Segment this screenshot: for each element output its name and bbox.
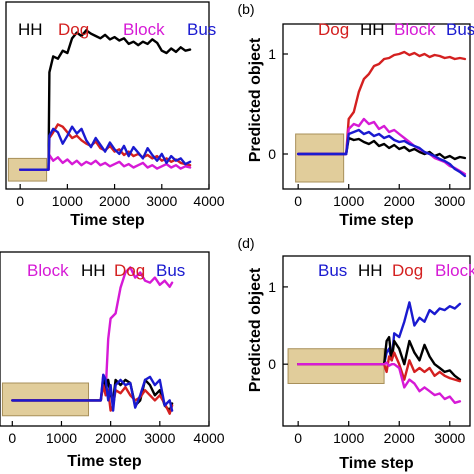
plot-area-a bbox=[19, 29, 192, 171]
x-tick-label: 1000 bbox=[46, 430, 77, 446]
plot-area-b bbox=[297, 50, 467, 178]
y-tick-label: 0 bbox=[268, 146, 276, 162]
series-line-block bbox=[297, 361, 462, 404]
panel-c: 0 1000 2000 3000 4000 Time step Block HH Dog Bus bbox=[0, 251, 225, 470]
legend-entry-hh: HH bbox=[81, 261, 106, 280]
y-tick-label: 0 bbox=[268, 356, 276, 372]
legend-entry-block: Block bbox=[435, 261, 474, 280]
panel-letter: (b) bbox=[237, 1, 254, 17]
axes-frame bbox=[5, 1, 210, 190]
series-line-block bbox=[19, 153, 192, 171]
x-tick-label: 3000 bbox=[144, 430, 175, 446]
x-tick-label: 2000 bbox=[384, 430, 415, 446]
x-tick-label: 2000 bbox=[99, 193, 130, 209]
y-axis-title: Predicted object bbox=[247, 37, 264, 162]
series-line-hh bbox=[297, 136, 467, 161]
y-tick-label: 1 bbox=[268, 279, 276, 295]
series-line-block bbox=[11, 266, 174, 402]
series-line-bus bbox=[297, 301, 462, 366]
x-tick-label: 1000 bbox=[333, 430, 364, 446]
legend-entry-bus: Bus bbox=[187, 20, 216, 39]
x-tick-label: 4000 bbox=[193, 430, 224, 446]
series-line-bus bbox=[19, 125, 192, 171]
x-tick-label: 0 bbox=[16, 193, 24, 209]
legend-entry-hh: HH bbox=[360, 20, 385, 39]
series-line-dog bbox=[297, 351, 462, 383]
legend-entry-block: Block bbox=[27, 261, 69, 280]
axes-frame bbox=[0, 251, 210, 427]
y-axis-title: Predicted object bbox=[247, 267, 264, 392]
x-tick-label: 0 bbox=[294, 430, 302, 446]
plot-area-c bbox=[11, 266, 174, 415]
legend-entry-dog: Dog bbox=[58, 20, 89, 39]
series-line-bus bbox=[11, 373, 174, 412]
x-tick-label: 4000 bbox=[193, 193, 224, 209]
panel-d: 0 1000 2000 3000 0 1 Time step Predicted object… bbox=[237, 235, 474, 472]
panel-b: 0 1000 2000 3000 0 1 Time step Predicted object… bbox=[237, 1, 474, 229]
legend-entry-block: Block bbox=[123, 20, 165, 39]
legend-entry-dog: Dog bbox=[114, 261, 145, 280]
plot-area-d bbox=[297, 301, 462, 404]
axes-frame bbox=[282, 255, 471, 427]
y-tick-label: 1 bbox=[268, 46, 276, 62]
legend-entry-bus: Bus bbox=[318, 261, 347, 280]
x-tick-label: 0 bbox=[294, 193, 302, 209]
highlight-box bbox=[287, 348, 385, 384]
axes-frame bbox=[282, 23, 471, 190]
x-tick-label: 2000 bbox=[95, 430, 126, 446]
series-line-hh bbox=[297, 335, 462, 381]
panel-a: 0 1000 2000 3000 4000 Time step HH Dog Block Bus bbox=[5, 1, 225, 229]
panel-letter: (d) bbox=[237, 235, 254, 251]
x-axis-title: Time step bbox=[339, 455, 414, 472]
legend-entry-block: Block bbox=[394, 20, 436, 39]
legend-entry-bus: Bus bbox=[446, 20, 474, 39]
x-axis-title: Time step bbox=[339, 212, 414, 229]
x-axis-title: Time step bbox=[67, 453, 142, 470]
legend-entry-hh: HH bbox=[358, 261, 383, 280]
legend-entry-bus: Bus bbox=[156, 261, 185, 280]
x-tick-label: 3000 bbox=[434, 193, 465, 209]
x-tick-label: 3000 bbox=[434, 430, 465, 446]
series-line-dog bbox=[11, 383, 174, 415]
legend-entry-dog: Dog bbox=[318, 20, 349, 39]
x-tick-label: 1000 bbox=[52, 193, 83, 209]
x-tick-label: 1000 bbox=[333, 193, 364, 209]
legend-entry-dog: Dog bbox=[392, 261, 423, 280]
x-tick-label: 0 bbox=[8, 430, 16, 446]
series-line-bus bbox=[297, 128, 467, 178]
series-line-dog bbox=[297, 50, 467, 156]
x-tick-label: 3000 bbox=[146, 193, 177, 209]
x-axis-title: Time step bbox=[70, 212, 145, 229]
legend-entry-hh: HH bbox=[18, 20, 43, 39]
highlight-box bbox=[295, 133, 345, 183]
series-line-hh bbox=[19, 29, 192, 171]
x-tick-label: 2000 bbox=[384, 193, 415, 209]
